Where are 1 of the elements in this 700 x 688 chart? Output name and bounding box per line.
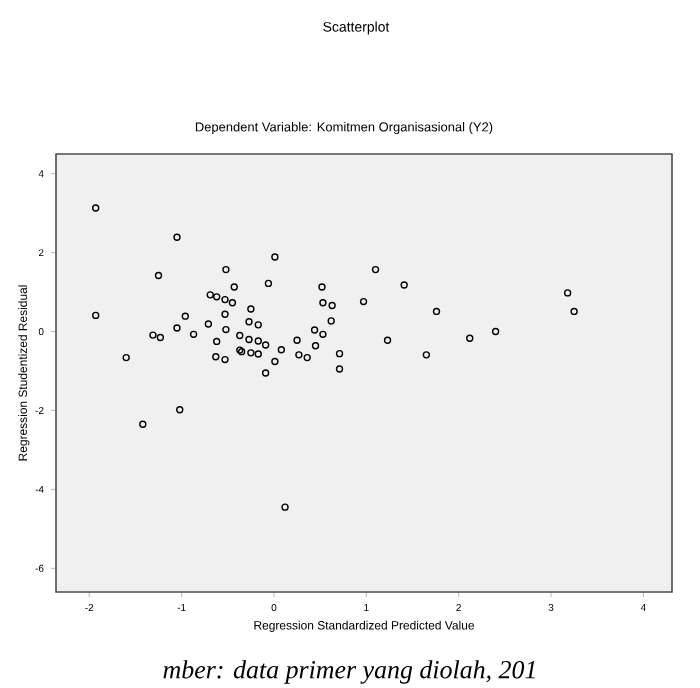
text: mber: data primer yang diolah, 201	[163, 660, 535, 684]
